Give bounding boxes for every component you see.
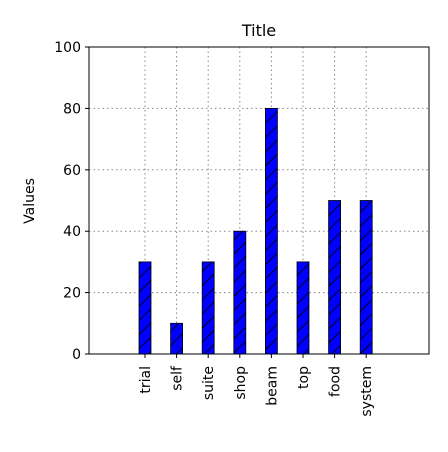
bar-hatch-suite — [201, 261, 215, 355]
bar-hatch-top — [296, 261, 310, 355]
bar-hatch-food — [328, 200, 342, 355]
bar-hatch-self — [170, 322, 184, 355]
x-tick-label: food — [328, 366, 344, 397]
bar-hatch-shop — [233, 230, 247, 355]
bar-hatch-trial — [138, 261, 152, 355]
bars — [138, 108, 373, 355]
y-tick-label: 0 — [72, 347, 81, 363]
x-tick-label: trial — [138, 366, 154, 394]
y-tick-label: 80 — [63, 101, 81, 117]
plot-frame — [88, 46, 430, 355]
x-tick-label: top — [296, 366, 312, 389]
x-tick-label: system — [359, 366, 375, 417]
axes — [88, 46, 430, 355]
y-tick-label: 60 — [63, 163, 81, 179]
chart-title: Title — [241, 21, 276, 40]
x-tick-label: shop — [233, 366, 249, 400]
ticks: 0 20 40 60 80 100 trial self suite shop beam top foo… — [54, 40, 375, 417]
bar-hatch-system — [359, 200, 373, 355]
bar-hatch-beam — [264, 108, 278, 355]
y-axis-label: Values — [22, 178, 38, 224]
x-tick-label: suite — [201, 366, 217, 400]
y-tick-label: 100 — [54, 40, 81, 56]
y-tick-label: 20 — [63, 286, 81, 302]
x-tick-label: beam — [264, 366, 280, 406]
x-tick-label: self — [170, 365, 186, 391]
y-tick-label: 40 — [63, 224, 81, 240]
